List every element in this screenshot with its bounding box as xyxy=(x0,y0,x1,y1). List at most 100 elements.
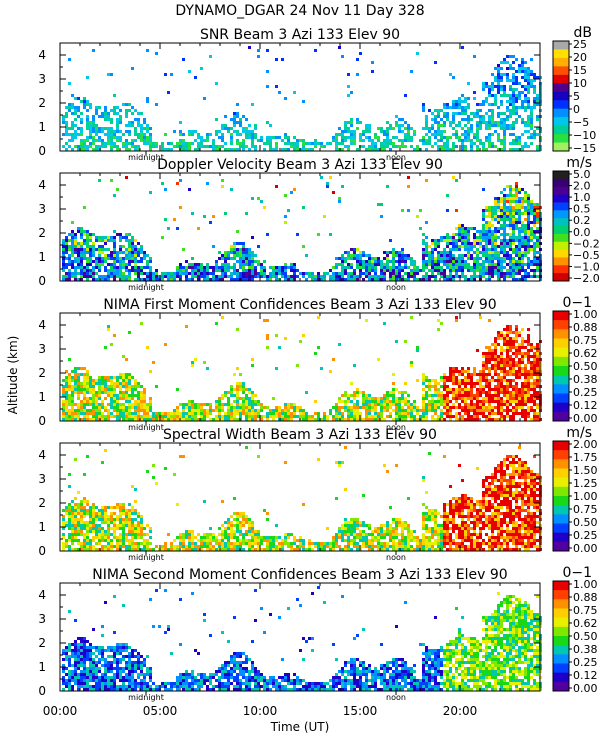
heatmap-cell xyxy=(134,412,137,415)
heatmap-cell xyxy=(170,418,173,421)
heatmap-cell xyxy=(458,385,461,388)
heatmap-cell xyxy=(503,394,506,397)
colorbar-unit: dB xyxy=(574,25,593,41)
heatmap-cell xyxy=(419,415,422,418)
heatmap-cell xyxy=(119,239,122,242)
heatmap-cell xyxy=(512,224,515,227)
heatmap-cell xyxy=(464,400,467,403)
heatmap-cell xyxy=(323,412,326,415)
heatmap-cell xyxy=(179,206,182,209)
heatmap-cell xyxy=(62,521,65,524)
heatmap-cell xyxy=(113,242,116,245)
heatmap-cell xyxy=(320,275,323,278)
heatmap-cell xyxy=(485,409,488,412)
heatmap-cell xyxy=(521,188,524,191)
heatmap-cell xyxy=(68,376,71,379)
heatmap-cell xyxy=(77,382,80,385)
heatmap-cell xyxy=(122,397,125,400)
heatmap-cell xyxy=(443,379,446,382)
heatmap-cell xyxy=(218,136,221,139)
heatmap-cell xyxy=(77,518,80,521)
heatmap-cell xyxy=(254,266,257,269)
heatmap-cell xyxy=(287,139,290,142)
heatmap-cell xyxy=(407,254,410,257)
heatmap-cell xyxy=(518,251,521,254)
heatmap-cell xyxy=(257,415,260,418)
heatmap-cell xyxy=(524,191,527,194)
heatmap-cell xyxy=(71,148,74,151)
heatmap-cell xyxy=(230,412,233,415)
heatmap-cell xyxy=(404,397,407,400)
heatmap-cell xyxy=(422,406,425,409)
heatmap-cell xyxy=(488,248,491,251)
heatmap-cell xyxy=(266,278,269,281)
heatmap-cell xyxy=(215,322,218,325)
heatmap-cell xyxy=(167,415,170,418)
heatmap-cell xyxy=(113,142,116,145)
heatmap-cell xyxy=(131,415,134,418)
heatmap-cell xyxy=(386,397,389,400)
heatmap-cell xyxy=(476,254,479,257)
heatmap-cell xyxy=(506,406,509,409)
heatmap-cell xyxy=(281,148,284,151)
heatmap-cell xyxy=(452,397,455,400)
heatmap-cell xyxy=(206,269,209,272)
heatmap-cell xyxy=(257,409,260,412)
heatmap-cell xyxy=(500,139,503,142)
heatmap-cell xyxy=(128,397,131,400)
heatmap-cell xyxy=(368,254,371,257)
heatmap-cell xyxy=(77,263,80,266)
heatmap-cell xyxy=(347,257,350,260)
heatmap-cell xyxy=(380,130,383,133)
heatmap-cell xyxy=(407,130,410,133)
heatmap-cell xyxy=(497,230,500,233)
heatmap-cell xyxy=(389,260,392,263)
heatmap-cell xyxy=(71,518,74,521)
heatmap-cell xyxy=(341,263,344,266)
heatmap-cell xyxy=(431,418,434,421)
heatmap-cell xyxy=(440,403,443,406)
heatmap-cell xyxy=(185,418,188,421)
heatmap-cell xyxy=(80,403,83,406)
heatmap-cell xyxy=(95,106,98,109)
heatmap-cell xyxy=(317,272,320,275)
heatmap-cell xyxy=(422,242,425,245)
heatmap-cell xyxy=(431,379,434,382)
heatmap-cell xyxy=(497,379,500,382)
heatmap-cell xyxy=(101,403,104,406)
heatmap-cell xyxy=(101,245,104,248)
heatmap-cell xyxy=(110,127,113,130)
heatmap-cell xyxy=(83,500,86,503)
heatmap-cell xyxy=(533,76,536,79)
heatmap-cell xyxy=(500,200,503,203)
heatmap-cell xyxy=(74,512,77,515)
heatmap-cell xyxy=(344,406,347,409)
heatmap-cell xyxy=(359,52,362,55)
heatmap-cell xyxy=(80,382,83,385)
heatmap-cell xyxy=(80,230,83,233)
heatmap-cell xyxy=(449,388,452,391)
heatmap-cell xyxy=(527,203,530,206)
heatmap-cell xyxy=(182,148,185,151)
heatmap-cell xyxy=(119,233,122,236)
heatmap-cell xyxy=(491,364,494,367)
heatmap-cell xyxy=(470,242,473,245)
heatmap-cell xyxy=(68,58,71,61)
heatmap-cell xyxy=(503,73,506,76)
heatmap-cell xyxy=(68,536,71,539)
heatmap-cell xyxy=(227,403,230,406)
heatmap-cell xyxy=(437,415,440,418)
heatmap-cell xyxy=(335,266,338,269)
heatmap-cell xyxy=(134,406,137,409)
heatmap-cell xyxy=(404,136,407,139)
heatmap-cell xyxy=(422,257,425,260)
heatmap-cell xyxy=(245,275,248,278)
heatmap-cell xyxy=(380,397,383,400)
heatmap-cell xyxy=(440,145,443,148)
heatmap-cell xyxy=(452,118,455,121)
heatmap-cell xyxy=(239,121,242,124)
heatmap-cell xyxy=(503,239,506,242)
heatmap-cell xyxy=(530,275,533,278)
heatmap-cell xyxy=(500,275,503,278)
heatmap-cell xyxy=(533,203,536,206)
